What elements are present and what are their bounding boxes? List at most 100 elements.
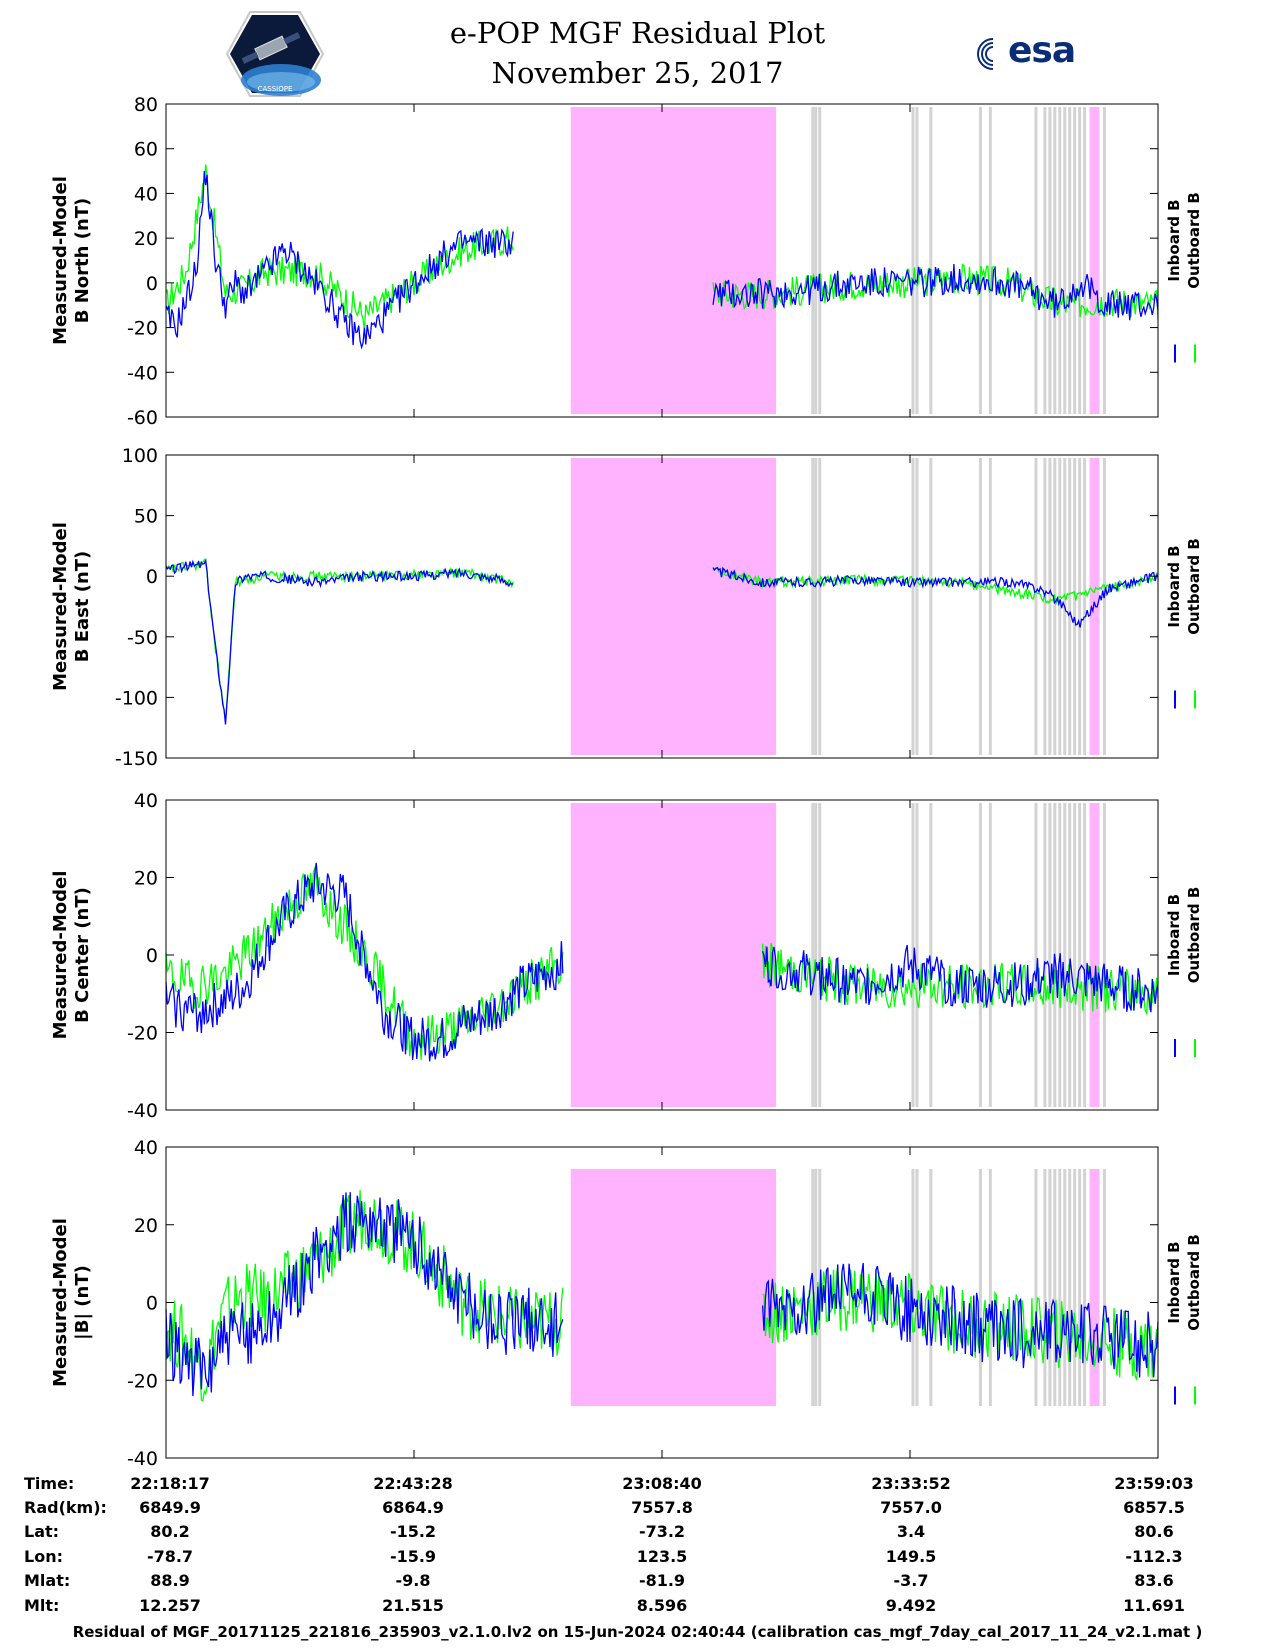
esa-logo-text: esa bbox=[1008, 30, 1076, 71]
cell-rad: 6857.5 bbox=[1123, 1498, 1185, 1517]
gap-gray-19 bbox=[1102, 1169, 1106, 1406]
gap-gray-13 bbox=[1058, 1169, 1062, 1406]
gap-gray-10 bbox=[1043, 107, 1047, 414]
gap-gray-14 bbox=[1063, 803, 1067, 1107]
gap-gray-4 bbox=[911, 458, 915, 755]
y-tick-label: -150 bbox=[115, 748, 158, 770]
footer-caption: Residual of MGF_20171125_221816_235903_v… bbox=[72, 1623, 1203, 1641]
gap-gray-7 bbox=[978, 458, 982, 755]
gap-gray-2 bbox=[814, 107, 818, 414]
gap-magenta-2 bbox=[1089, 803, 1100, 1107]
gap-gray-14 bbox=[1063, 1169, 1067, 1406]
outboard-series-line bbox=[165, 164, 1159, 330]
gap-gray-10 bbox=[1043, 803, 1047, 1107]
y-tick-label: 20 bbox=[134, 1215, 158, 1237]
legend: Inboard B Outboard B bbox=[1165, 192, 1203, 289]
gap-gray-11 bbox=[1048, 107, 1052, 414]
gap-magenta-2 bbox=[1089, 458, 1100, 755]
y-tick-label: -50 bbox=[127, 627, 158, 649]
gap-gray-2 bbox=[814, 458, 818, 755]
cell-lat: -15.2 bbox=[389, 1522, 437, 1541]
gap-gray-8 bbox=[988, 1169, 992, 1406]
cell-mlt: 21.515 bbox=[382, 1596, 444, 1615]
cell-mlat: -9.8 bbox=[395, 1571, 431, 1590]
gap-gray-13 bbox=[1058, 107, 1062, 414]
y-axis-label: Measured-ModelB Center (nT) bbox=[50, 871, 93, 1040]
panel-3: 40 20 0 -20 -40 Measured-ModelB Center (nT) In… bbox=[50, 790, 1203, 1122]
gap-gray-8 bbox=[988, 458, 992, 755]
gap-gray-12 bbox=[1053, 107, 1057, 414]
y-tick-label: 50 bbox=[134, 506, 158, 528]
y-tick-label: 60 bbox=[134, 139, 158, 161]
gap-gray-9 bbox=[1034, 458, 1038, 755]
cassiope-mission-logo: CASSIOPE bbox=[226, 11, 324, 97]
chart-title: e-POP MGF Residual Plot bbox=[449, 16, 826, 50]
cell-mlt: 12.257 bbox=[139, 1596, 201, 1615]
y-tick-label: -60 bbox=[127, 407, 158, 429]
gap-gray-18 bbox=[1083, 803, 1087, 1107]
legend: Inboard B Outboard B bbox=[1165, 538, 1203, 635]
cell-lat: 80.6 bbox=[1134, 1522, 1174, 1541]
gap-gray-14 bbox=[1063, 107, 1067, 414]
inboard-series-line bbox=[165, 171, 1159, 350]
gap-gray-5 bbox=[915, 803, 919, 1107]
cell-mlat: -81.9 bbox=[638, 1571, 686, 1590]
row-label-lat: Lat: bbox=[24, 1522, 60, 1541]
cell-time: 23:59:03 bbox=[1114, 1474, 1194, 1493]
gap-gray-17 bbox=[1078, 107, 1082, 414]
y-axis-label: Measured-ModelB North (nT) bbox=[50, 176, 93, 345]
gap-gray-12 bbox=[1053, 1169, 1057, 1406]
gap-gray-11 bbox=[1048, 803, 1052, 1107]
gap-gray-5 bbox=[915, 1169, 919, 1406]
gap-gray-2 bbox=[814, 1169, 818, 1406]
gap-gray-18 bbox=[1083, 1169, 1087, 1406]
gap-gray-18 bbox=[1083, 458, 1087, 755]
y-tick-label: -20 bbox=[127, 1023, 158, 1045]
cell-time: 23:33:52 bbox=[871, 1474, 951, 1493]
inboard-series-line bbox=[165, 557, 1159, 725]
y-axis-label: Measured-ModelB East (nT) bbox=[50, 522, 93, 691]
cell-mlt: 8.596 bbox=[636, 1596, 688, 1615]
gap-gray-19 bbox=[1102, 458, 1106, 755]
gap-gray-17 bbox=[1078, 803, 1082, 1107]
y-tick-label: -40 bbox=[127, 1448, 158, 1470]
gap-magenta-2 bbox=[1089, 107, 1100, 414]
gap-magenta-1 bbox=[570, 1169, 777, 1406]
y-tick-label: 20 bbox=[134, 228, 158, 250]
gap-gray-7 bbox=[978, 107, 982, 414]
gap-gray-1 bbox=[811, 107, 815, 414]
y-tick-label: 20 bbox=[134, 868, 158, 890]
gap-gray-8 bbox=[988, 803, 992, 1107]
row-label-mlt: Mlt: bbox=[24, 1596, 60, 1615]
cell-time: 23:08:40 bbox=[622, 1474, 702, 1493]
gap-gray-16 bbox=[1073, 107, 1077, 414]
gap-gray-13 bbox=[1058, 458, 1062, 755]
gap-gray-6 bbox=[929, 107, 933, 414]
cell-mlat: -3.7 bbox=[893, 1571, 929, 1590]
gap-gray-6 bbox=[929, 803, 933, 1107]
gap-gray-3 bbox=[818, 107, 822, 414]
cell-time: 22:18:17 bbox=[130, 1474, 210, 1493]
gap-gray-17 bbox=[1078, 458, 1082, 755]
cell-mlat: 83.6 bbox=[1134, 1571, 1174, 1590]
gap-gray-6 bbox=[929, 458, 933, 755]
cassiope-logo-text: CASSIOPE bbox=[258, 85, 293, 93]
gap-gray-10 bbox=[1043, 458, 1047, 755]
y-tick-label: 40 bbox=[134, 183, 158, 205]
y-tick-label: -20 bbox=[127, 318, 158, 340]
y-tick-label: -40 bbox=[127, 1100, 158, 1122]
row-label-rad: Rad(km): bbox=[24, 1498, 107, 1517]
gap-magenta-1 bbox=[570, 803, 777, 1107]
gap-gray-9 bbox=[1034, 1169, 1038, 1406]
cell-lon: -112.3 bbox=[1125, 1547, 1183, 1566]
cell-lon: -15.9 bbox=[389, 1547, 437, 1566]
y-tick-label: 40 bbox=[134, 1137, 158, 1159]
gap-gray-19 bbox=[1102, 107, 1106, 414]
gap-gray-4 bbox=[911, 107, 915, 414]
gap-gray-12 bbox=[1053, 458, 1057, 755]
cell-rad: 6864.9 bbox=[382, 1498, 444, 1517]
cell-lat: -73.2 bbox=[638, 1522, 686, 1541]
y-tick-label: -40 bbox=[127, 362, 158, 384]
cell-lon: 149.5 bbox=[885, 1547, 937, 1566]
